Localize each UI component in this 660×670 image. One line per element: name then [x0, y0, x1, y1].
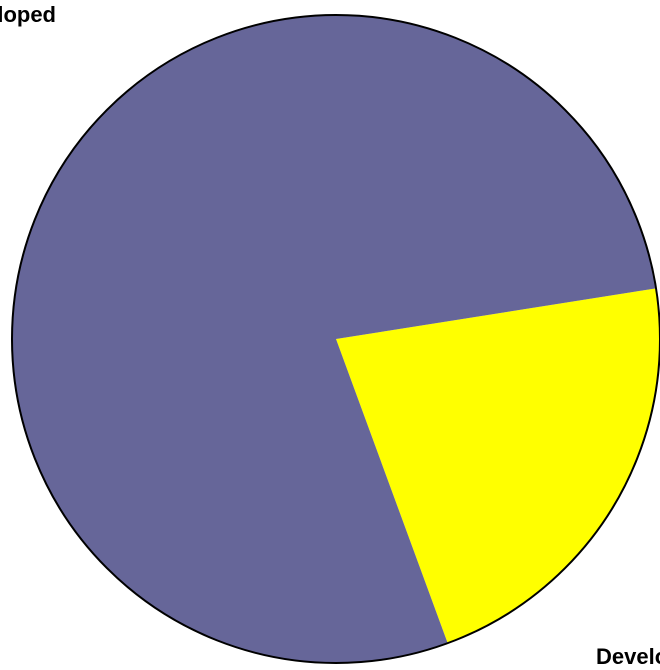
slice-label-developed: Developed [596, 644, 660, 665]
pie-slice-undeveloped [11, 14, 657, 663]
pie-slice-developed [336, 288, 660, 644]
slice-label-undeveloped: Undeveloped [0, 2, 56, 27]
pie-outline [11, 14, 660, 664]
slices-layer [11, 14, 660, 663]
